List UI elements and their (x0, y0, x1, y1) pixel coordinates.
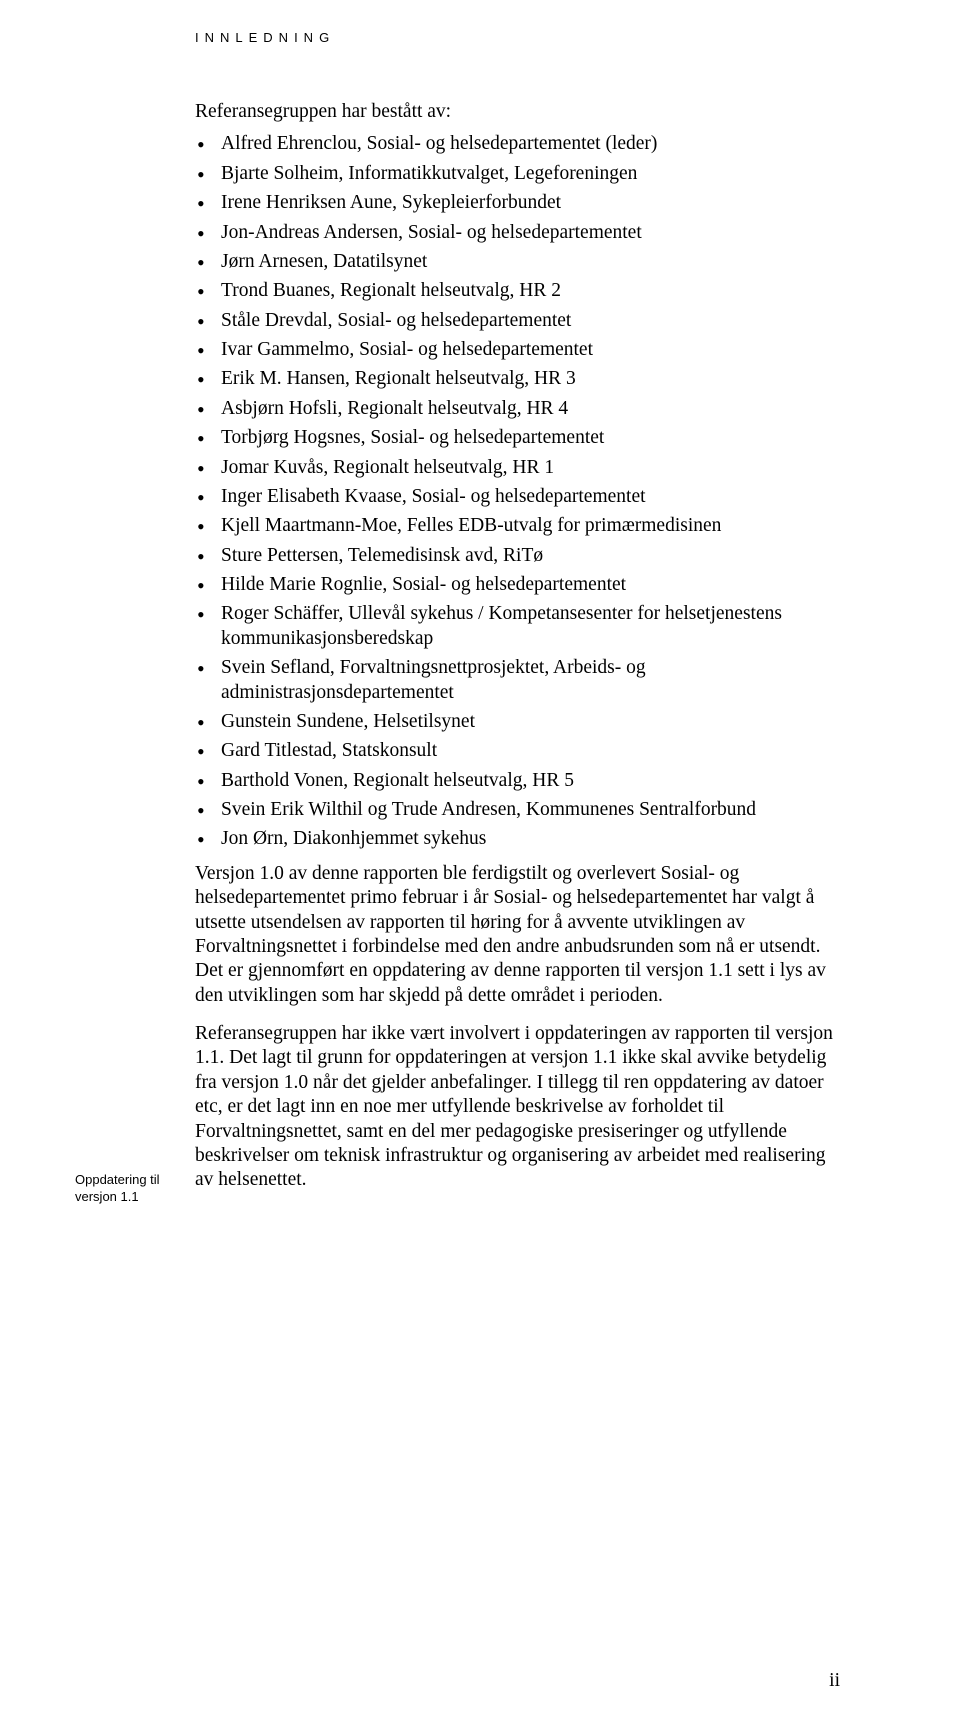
list-item: Ståle Drevdal, Sosial- og helsedeparteme… (195, 309, 840, 333)
list-item: Jørn Arnesen, Datatilsynet (195, 250, 840, 274)
list-item: Barthold Vonen, Regionalt helseutvalg, H… (195, 769, 840, 793)
list-item: Ivar Gammelmo, Sosial- og helsedeparteme… (195, 338, 840, 362)
margin-note: Oppdatering til versjon 1.1 (75, 1172, 185, 1206)
list-item: Jon Ørn, Diakonhjemmet sykehus (195, 827, 840, 851)
list-item: Roger Schäffer, Ullevål sykehus / Kompet… (195, 602, 840, 651)
list-item: Inger Elisabeth Kvaase, Sosial- og helse… (195, 485, 840, 509)
intro-line: Referansegruppen har bestått av: (195, 100, 840, 124)
list-item: Sture Pettersen, Telemedisinsk avd, RiTø (195, 544, 840, 568)
list-item: Irene Henriksen Aune, Sykepleierforbunde… (195, 191, 840, 215)
list-item: Asbjørn Hofsli, Regionalt helseutvalg, H… (195, 397, 840, 421)
page-number: ii (829, 1670, 840, 1692)
list-item: Torbjørg Hogsnes, Sosial- og helsedepart… (195, 426, 840, 450)
list-item: Gunstein Sundene, Helsetilsynet (195, 710, 840, 734)
body-paragraph: Versjon 1.0 av denne rapporten ble ferdi… (195, 862, 840, 1008)
page: INNLEDNING Referansegruppen har bestått … (0, 0, 960, 1717)
list-item: Hilde Marie Rognlie, Sosial- og helsedep… (195, 573, 840, 597)
list-item: Erik M. Hansen, Regionalt helseutvalg, H… (195, 367, 840, 391)
running-head: INNLEDNING (195, 30, 840, 45)
bullet-list: Alfred Ehrenclou, Sosial- og helsedepart… (195, 132, 840, 851)
list-item: Trond Buanes, Regionalt helseutvalg, HR … (195, 279, 840, 303)
list-item: Svein Sefland, Forvaltningsnettprosjekte… (195, 656, 840, 705)
body-paragraph: Referansegruppen har ikke vært involvert… (195, 1022, 840, 1193)
list-item: Jomar Kuvås, Regionalt helseutvalg, HR 1 (195, 456, 840, 480)
list-item: Alfred Ehrenclou, Sosial- og helsedepart… (195, 132, 840, 156)
list-item: Gard Titlestad, Statskonsult (195, 739, 840, 763)
list-item: Kjell Maartmann-Moe, Felles EDB-utvalg f… (195, 514, 840, 538)
list-item: Svein Erik Wilthil og Trude Andresen, Ko… (195, 798, 840, 822)
list-item: Bjarte Solheim, Informatikkutvalget, Leg… (195, 162, 840, 186)
list-item: Jon-Andreas Andersen, Sosial- og helsede… (195, 221, 840, 245)
